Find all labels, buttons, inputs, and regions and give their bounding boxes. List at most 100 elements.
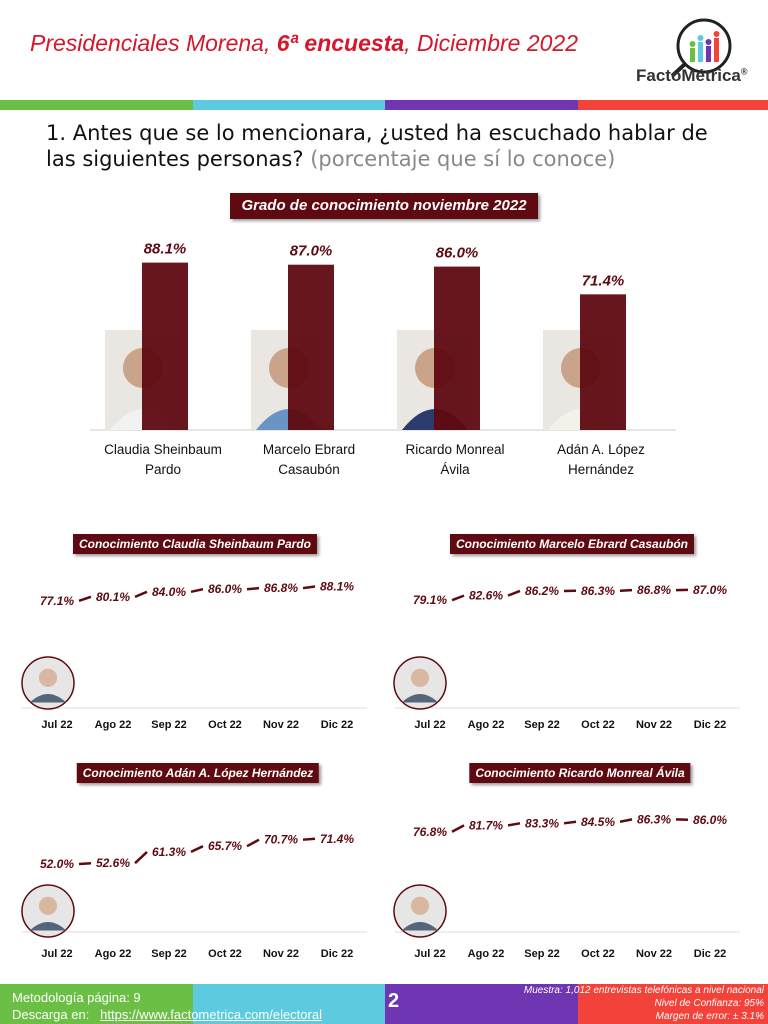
line-value-label: 86.0% — [693, 813, 727, 827]
line-segment — [563, 820, 577, 825]
stripe-green — [0, 100, 193, 110]
line-value-label: 86.8% — [637, 583, 671, 597]
stripe-red — [578, 100, 768, 110]
footer-error: Margen de error: ± 3.1% — [655, 1011, 764, 1022]
bar — [580, 294, 626, 430]
x-tick-label: Sep 22 — [151, 948, 186, 960]
line-segment — [78, 861, 92, 866]
footer-url-link[interactable]: https://www.factometrica.com/electoral — [100, 1007, 322, 1022]
line-segment — [507, 822, 521, 827]
x-tick-label: Jul 22 — [414, 948, 445, 960]
footer-green — [0, 984, 193, 1024]
line-segment — [190, 587, 204, 594]
footer-descarga: Descarga en: https://www.factometrica.co… — [12, 1007, 322, 1022]
x-tick-label: Oct 22 — [581, 948, 615, 960]
candidate-name: Ávila — [440, 462, 470, 477]
candidate-avatar — [21, 884, 75, 938]
bar-value-label: 71.4% — [582, 272, 625, 289]
x-tick-label: Jul 22 — [41, 948, 72, 960]
line-segment — [302, 585, 316, 590]
x-tick-label: Oct 22 — [208, 719, 242, 731]
line-value-label: 88.1% — [320, 579, 354, 593]
avatar-face — [38, 668, 58, 687]
avatar-face — [410, 668, 430, 687]
line-value-label: 52.0% — [40, 857, 74, 871]
x-tick-label: Sep 22 — [151, 719, 186, 731]
line-segment — [78, 595, 92, 602]
candidate-name: Pardo — [145, 462, 181, 477]
logo-text: FactoMétrica® — [636, 66, 748, 85]
line-segment — [190, 845, 204, 854]
question-text: 1. Antes que se lo mencionara, ¿usted ha… — [46, 121, 708, 171]
line-value-label: 71.4% — [320, 832, 354, 846]
stripe-cyan — [193, 100, 385, 110]
avatar-face — [38, 896, 58, 915]
line-value-label: 61.3% — [152, 845, 186, 859]
line-segment — [134, 851, 148, 865]
bar-value-label: 88.1% — [144, 241, 187, 258]
footer-purple — [385, 984, 578, 1024]
line-segment — [246, 838, 260, 848]
page-title: Presidenciales Morena, 6ª encuesta, Dici… — [30, 30, 579, 56]
line-value-label: 83.3% — [525, 816, 559, 830]
line-segment — [619, 818, 633, 823]
x-tick-label: Ago 22 — [468, 948, 505, 960]
x-tick-label: Sep 22 — [524, 719, 559, 731]
x-tick-label: Ago 22 — [95, 948, 132, 960]
line-chart-title: Conocimiento Ricardo Monreal Ávila — [469, 763, 691, 783]
avatar-face — [410, 896, 430, 915]
x-tick-label: Jul 22 — [41, 719, 72, 731]
candidate-name: Ricardo Monreal — [405, 442, 504, 457]
line-value-label: 79.1% — [413, 593, 447, 607]
x-tick-label: Dic 22 — [321, 948, 353, 960]
line-value-label: 86.8% — [264, 581, 298, 595]
line-value-label: 76.8% — [413, 825, 447, 839]
avatar-body — [401, 694, 439, 703]
line-segment — [451, 824, 465, 833]
candidate-avatar — [393, 884, 447, 938]
x-tick-label: Jul 22 — [414, 719, 445, 731]
line-value-label: 82.6% — [469, 589, 503, 603]
line-value-label: 84.0% — [152, 585, 186, 599]
x-tick-label: Dic 22 — [694, 719, 726, 731]
stripe-purple — [385, 100, 578, 110]
line-value-label: 80.1% — [96, 590, 130, 604]
bar — [288, 264, 334, 430]
line-value-label: 87.0% — [693, 583, 727, 597]
line-value-label: 81.7% — [469, 818, 503, 832]
line-value-label: 86.3% — [581, 584, 615, 598]
factometrica-logo-icon — [670, 18, 732, 78]
line-chart-title: Conocimiento Marcelo Ebrard Casaubón — [449, 534, 695, 554]
candidate-name: Hernández — [568, 462, 634, 477]
x-tick-label: Nov 22 — [636, 719, 672, 731]
page-number: 2 — [388, 990, 400, 1012]
line-value-label: 86.0% — [208, 582, 242, 596]
footer-confianza: Nivel de Confianza: 95% — [654, 998, 764, 1009]
candidate-name: Adán A. López — [557, 442, 645, 457]
line-value-label: 86.2% — [525, 584, 559, 598]
bar — [434, 266, 480, 430]
footer-red — [578, 984, 768, 1024]
x-tick-label: Dic 22 — [321, 719, 353, 731]
candidate-name: Casaubón — [278, 462, 340, 477]
footer-metodologia: Metodología página: 9 — [12, 990, 141, 1005]
candidate-name: Marcelo Ebrard — [263, 442, 355, 457]
x-tick-label: Nov 22 — [263, 719, 299, 731]
line-value-label: 84.5% — [581, 815, 615, 829]
footer-muestra: Muestra: 1,012 entrevistas telefónicas a… — [523, 985, 764, 996]
bar — [142, 262, 188, 430]
bar-value-label: 86.0% — [436, 245, 479, 262]
line-segment — [507, 589, 521, 597]
line-segment — [302, 837, 316, 841]
x-tick-label: Nov 22 — [636, 948, 672, 960]
candidate-name: Claudia Sheinbaum — [104, 442, 222, 457]
footer-cyan — [193, 984, 385, 1024]
x-tick-label: Nov 22 — [263, 948, 299, 960]
line-value-label: 86.3% — [637, 812, 671, 826]
line-chart-title: Conocimiento Adán A. López Hernández — [76, 763, 320, 783]
line-segment — [134, 590, 148, 599]
line-segment — [451, 594, 465, 602]
line-value-label: 65.7% — [208, 839, 242, 853]
line-value-label: 70.7% — [264, 833, 298, 847]
